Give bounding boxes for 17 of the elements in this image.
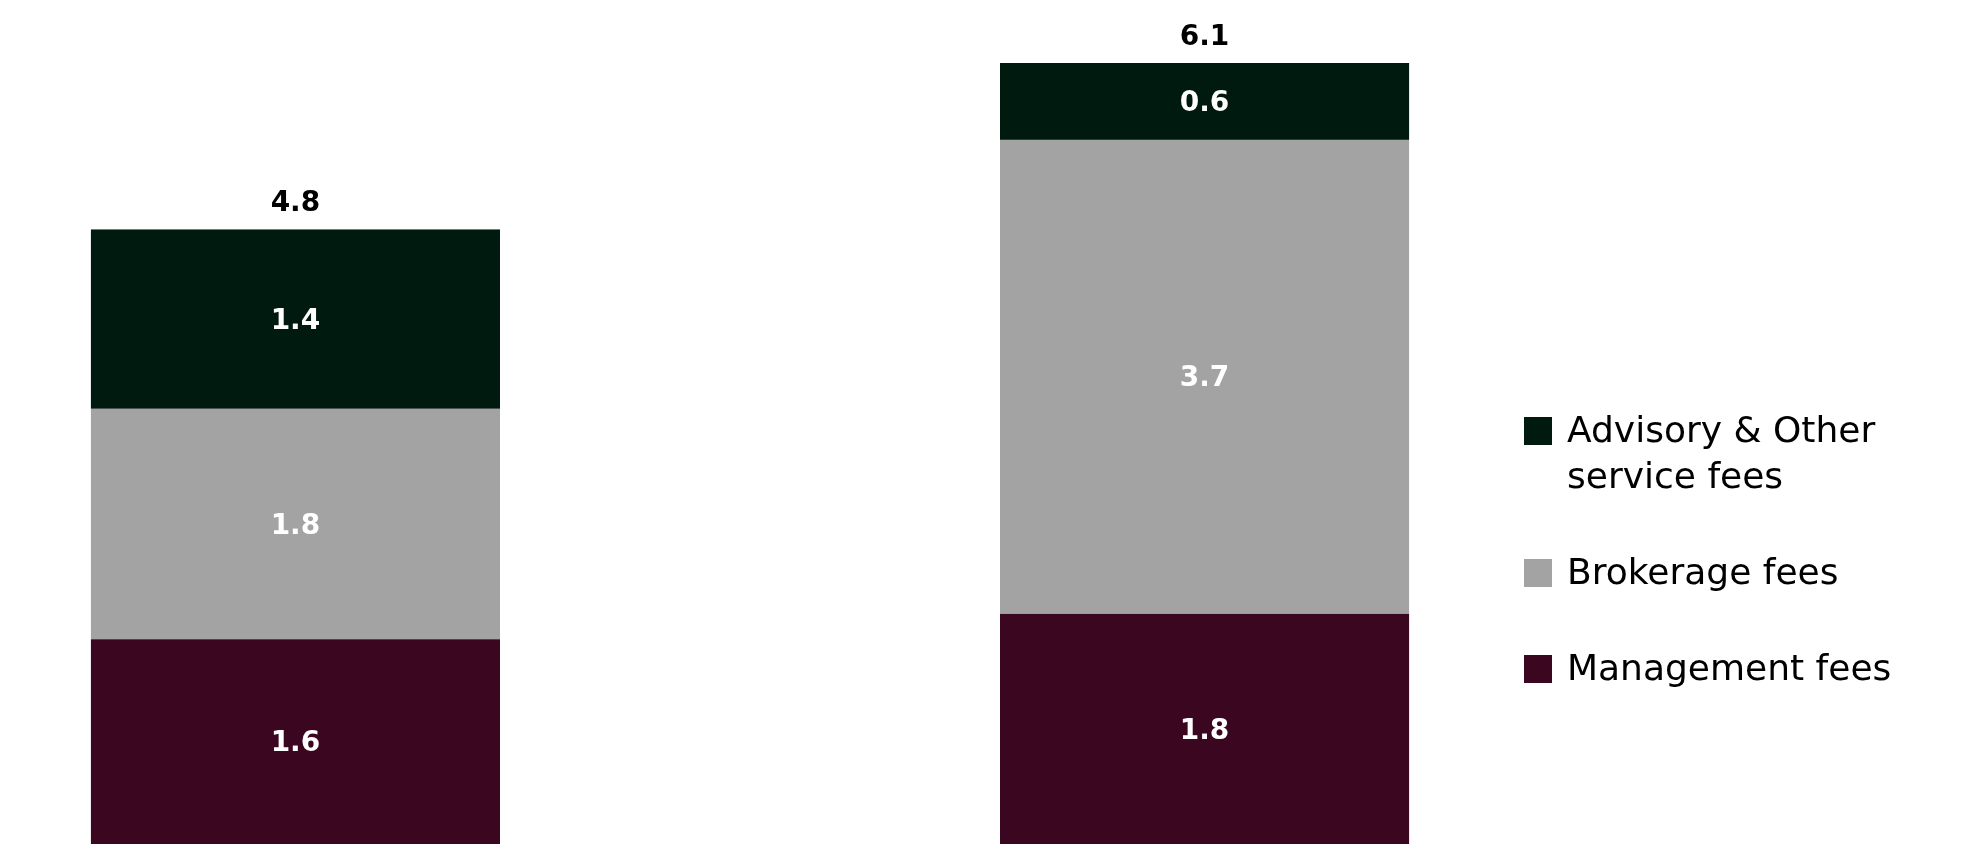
bar <box>1000 139 1410 614</box>
data-label: 3.7 <box>1179 360 1230 394</box>
legend-label: Management fees <box>1567 647 1892 688</box>
bar <box>90 408 500 640</box>
bar <box>90 639 500 844</box>
total-label: 6.1 <box>1179 19 1230 52</box>
data-label: 1.6 <box>270 725 321 759</box>
bar <box>90 229 500 409</box>
data-label: 1.8 <box>270 507 321 541</box>
data-label: 1.8 <box>1179 712 1230 746</box>
bar <box>1000 63 1410 140</box>
data-label: 0.6 <box>1179 85 1230 119</box>
legend-label: Advisory & Other service fees <box>1567 409 1876 496</box>
legend-label: Brokerage fees <box>1567 551 1839 592</box>
bar <box>1000 613 1410 844</box>
total-label: 4.8 <box>270 185 321 219</box>
data-label: 1.4 <box>270 302 321 336</box>
